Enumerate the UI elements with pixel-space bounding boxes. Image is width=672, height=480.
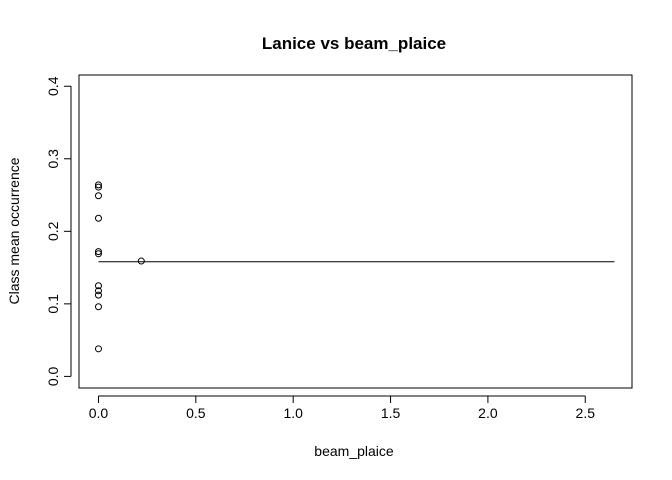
data-point (94, 303, 102, 311)
x-axis: 0.0 0.5 1.0 1.5 2.0 2.5 (89, 395, 596, 421)
y-tick-label: 0.3 (45, 149, 61, 169)
data-point (94, 214, 102, 222)
y-tick-label: 0.2 (45, 221, 61, 241)
data-point (94, 250, 102, 258)
data-point (94, 287, 102, 295)
x-axis-label: beam_plaice (314, 443, 394, 459)
y-axis-label: Class mean occurrence (6, 157, 22, 304)
data-point (94, 183, 102, 191)
y-tick-label: 0.1 (45, 294, 61, 314)
plot-frame (78, 74, 633, 389)
x-tick-label: 2.5 (576, 405, 596, 421)
x-tick-label: 0.0 (89, 405, 109, 421)
chart-title: Lanice vs beam_plaice (262, 34, 446, 53)
x-tick-label: 0.5 (186, 405, 206, 421)
data-point (137, 257, 145, 265)
data-point (94, 248, 102, 256)
data-point (94, 345, 102, 353)
x-tick-label: 1.5 (381, 405, 401, 421)
y-tick-label: 0.0 (45, 366, 61, 386)
y-axis: 0.0 0.1 0.2 0.3 0.4 (45, 76, 72, 386)
data-point (94, 192, 102, 200)
data-points (94, 181, 145, 353)
x-tick-label: 1.0 (283, 405, 303, 421)
data-point (94, 181, 102, 189)
data-point (94, 282, 102, 290)
y-tick-label: 0.4 (45, 76, 61, 96)
data-point (94, 291, 102, 299)
x-tick-label: 2.0 (478, 405, 498, 421)
